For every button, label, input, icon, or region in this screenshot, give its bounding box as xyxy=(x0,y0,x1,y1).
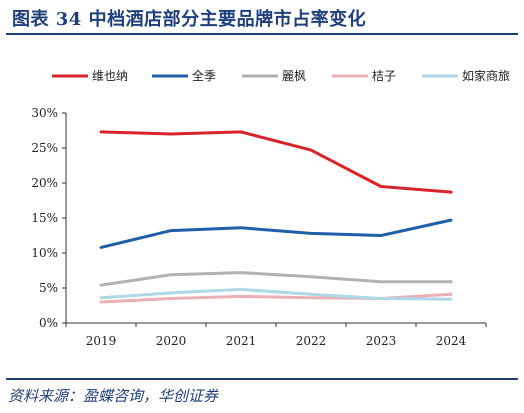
y-tick-label: 15% xyxy=(31,211,58,225)
x-tick-label: 2021 xyxy=(226,334,257,348)
chart-title: 图表 34 中档酒店部分主要品牌市占率变化 xyxy=(12,9,367,30)
legend-label-2: 全季 xyxy=(192,68,216,83)
footer-rule xyxy=(6,378,518,380)
legend: 维也纳 全季 麗枫 桔子 如家商旅 xyxy=(52,68,510,83)
x-tick-label: 2019 xyxy=(86,334,117,348)
y-tick-label: 20% xyxy=(31,176,58,190)
y-tick-label: 25% xyxy=(31,141,58,155)
x-tick-label: 2020 xyxy=(156,334,187,348)
x-tick-label: 2024 xyxy=(436,334,467,348)
y-axis-ticks: 0% 5% 10% 15% 20% 25% 30% xyxy=(31,106,66,330)
series-lines xyxy=(99,130,453,304)
x-tick-label: 2023 xyxy=(366,334,397,348)
y-tick-label: 30% xyxy=(31,106,58,120)
x-tick-label: 2022 xyxy=(296,334,327,348)
y-tick-label: 0% xyxy=(39,316,58,330)
y-tick-label: 5% xyxy=(39,281,58,295)
title-underline xyxy=(6,33,518,35)
series-line-1 xyxy=(99,130,453,194)
source-note: 资料来源：盈蝶咨询，华创证券 xyxy=(8,387,219,405)
legend-label-1: 维也纳 xyxy=(92,69,128,83)
x-axis-ticks: 2019 2020 2021 2022 2023 2024 xyxy=(65,323,487,348)
legend-label-3: 麗枫 xyxy=(282,68,306,83)
series-line-3 xyxy=(99,271,453,287)
series-line-5 xyxy=(99,287,453,301)
y-tick-label: 10% xyxy=(31,246,58,260)
legend-label-4: 桔子 xyxy=(372,69,396,83)
series-line-2 xyxy=(99,218,453,249)
legend-label-5: 如家商旅 xyxy=(462,68,510,83)
